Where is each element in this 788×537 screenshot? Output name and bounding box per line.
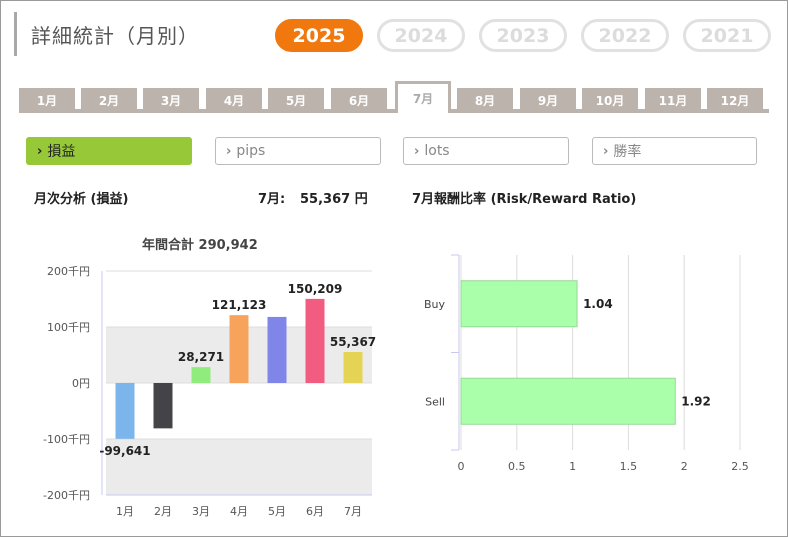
data-label: 150,209 [288,282,343,296]
year-selector: 2025 2024 2023 2022 2021 [275,19,771,52]
x-tick-label: 4月 [230,505,248,518]
y-tick-label: -200千円 [43,489,90,502]
data-label: 1.04 [583,297,613,311]
bar [229,315,249,383]
bar [153,383,173,429]
x-tick-label: 6月 [306,505,324,518]
year-button-2024[interactable]: 2024 [377,19,465,52]
plot-band [106,439,372,495]
metric-tab-label: 損益 [47,144,76,160]
metric-tab-label: pips [236,143,266,159]
x-tick-label: 0.5 [508,460,526,473]
chevron-right-icon: › [603,143,609,159]
tab-month-1[interactable]: 1月 [19,88,75,113]
metric-tab-pips[interactable]: › pips [215,137,381,165]
metric-tab-label: lots [424,143,450,159]
rr-ratio-chart: 0 0.5 1 1.5 2 2.5 1.04 Buy 1.92 Sell [424,254,749,473]
x-tick-label: 0 [458,460,465,473]
x-tick-label: 1.5 [620,460,638,473]
y-tick-label: 0円 [72,377,90,390]
tab-month-10[interactable]: 10月 [582,88,638,113]
data-label: 55,367 [330,335,376,349]
month-tabs-underline [19,109,769,113]
year-button-2025[interactable]: 2025 [275,19,363,52]
tab-month-6[interactable]: 6月 [331,88,387,113]
bar [191,367,211,383]
bar [267,316,287,383]
x-tick-label: 1月 [116,505,134,518]
tab-month-3[interactable]: 3月 [143,88,199,113]
annual-total: 年間合計 290,942 [142,238,258,253]
metric-tab-winrate[interactable]: › 勝率 [592,137,757,165]
data-label: -99,641 [99,444,150,458]
tab-month-7[interactable]: 7月 [395,81,451,113]
data-label: 28,271 [178,350,224,364]
x-tick-label: 2月 [154,505,172,518]
x-tick-label: 1 [569,460,576,473]
title-bar: 詳細統計（月別） [14,12,199,56]
tab-month-5[interactable]: 5月 [268,88,324,113]
chevron-right-icon: › [37,143,43,159]
x-tick-label: 2.5 [731,460,749,473]
tab-month-12[interactable]: 12月 [707,88,763,113]
chevron-right-icon: › [226,143,232,159]
metric-tab-lots[interactable]: › lots [403,137,569,165]
year-button-2022[interactable]: 2022 [581,19,669,52]
y-tick-label: 200千円 [47,265,90,278]
tab-month-8[interactable]: 8月 [457,88,513,113]
x-tick-label: 5月 [268,505,286,518]
tab-month-9[interactable]: 9月 [520,88,576,113]
monthly-pnl-chart: 200千円 100千円 0円 -100千円 -200千円 -99,641 1月 2月 28,27… [43,265,376,518]
tab-month-2[interactable]: 2月 [81,88,137,113]
page-title: 詳細統計（月別） [31,23,199,48]
bar [343,351,363,383]
tab-month-4[interactable]: 4月 [206,88,262,113]
rr-ratio-title: 7月報酬比率 (Risk/Reward Ratio) [412,192,637,207]
chevron-right-icon: › [414,143,420,159]
y-category-label: Sell [425,395,445,408]
month-tabs: 1月 2月 3月 4月 5月 6月 7月 8月 9月 10月 11月 12月 [19,81,769,113]
tab-month-11[interactable]: 11月 [645,88,701,113]
bar [460,280,578,328]
y-tick-label: -100千円 [43,433,90,446]
bar [460,377,676,425]
year-button-2023[interactable]: 2023 [479,19,567,52]
monthly-analysis-title: 月次分析 (損益) [34,192,129,207]
month-pnl-value: 55,367 円 [300,192,368,207]
bar [305,298,325,383]
month-pnl-label: 7月: [258,192,286,207]
data-label: 1.92 [681,394,711,408]
metric-tab-label: 勝率 [613,144,642,160]
y-category-label: Buy [424,298,446,311]
metric-tab-pnl[interactable]: › 損益 [26,137,192,165]
year-button-2021[interactable]: 2021 [683,19,771,52]
data-label: 121,123 [212,298,267,312]
x-tick-label: 3月 [192,505,210,518]
y-tick-label: 100千円 [47,321,90,334]
bar [115,383,135,439]
x-tick-label: 2 [681,460,688,473]
x-tick-label: 7月 [344,505,362,518]
